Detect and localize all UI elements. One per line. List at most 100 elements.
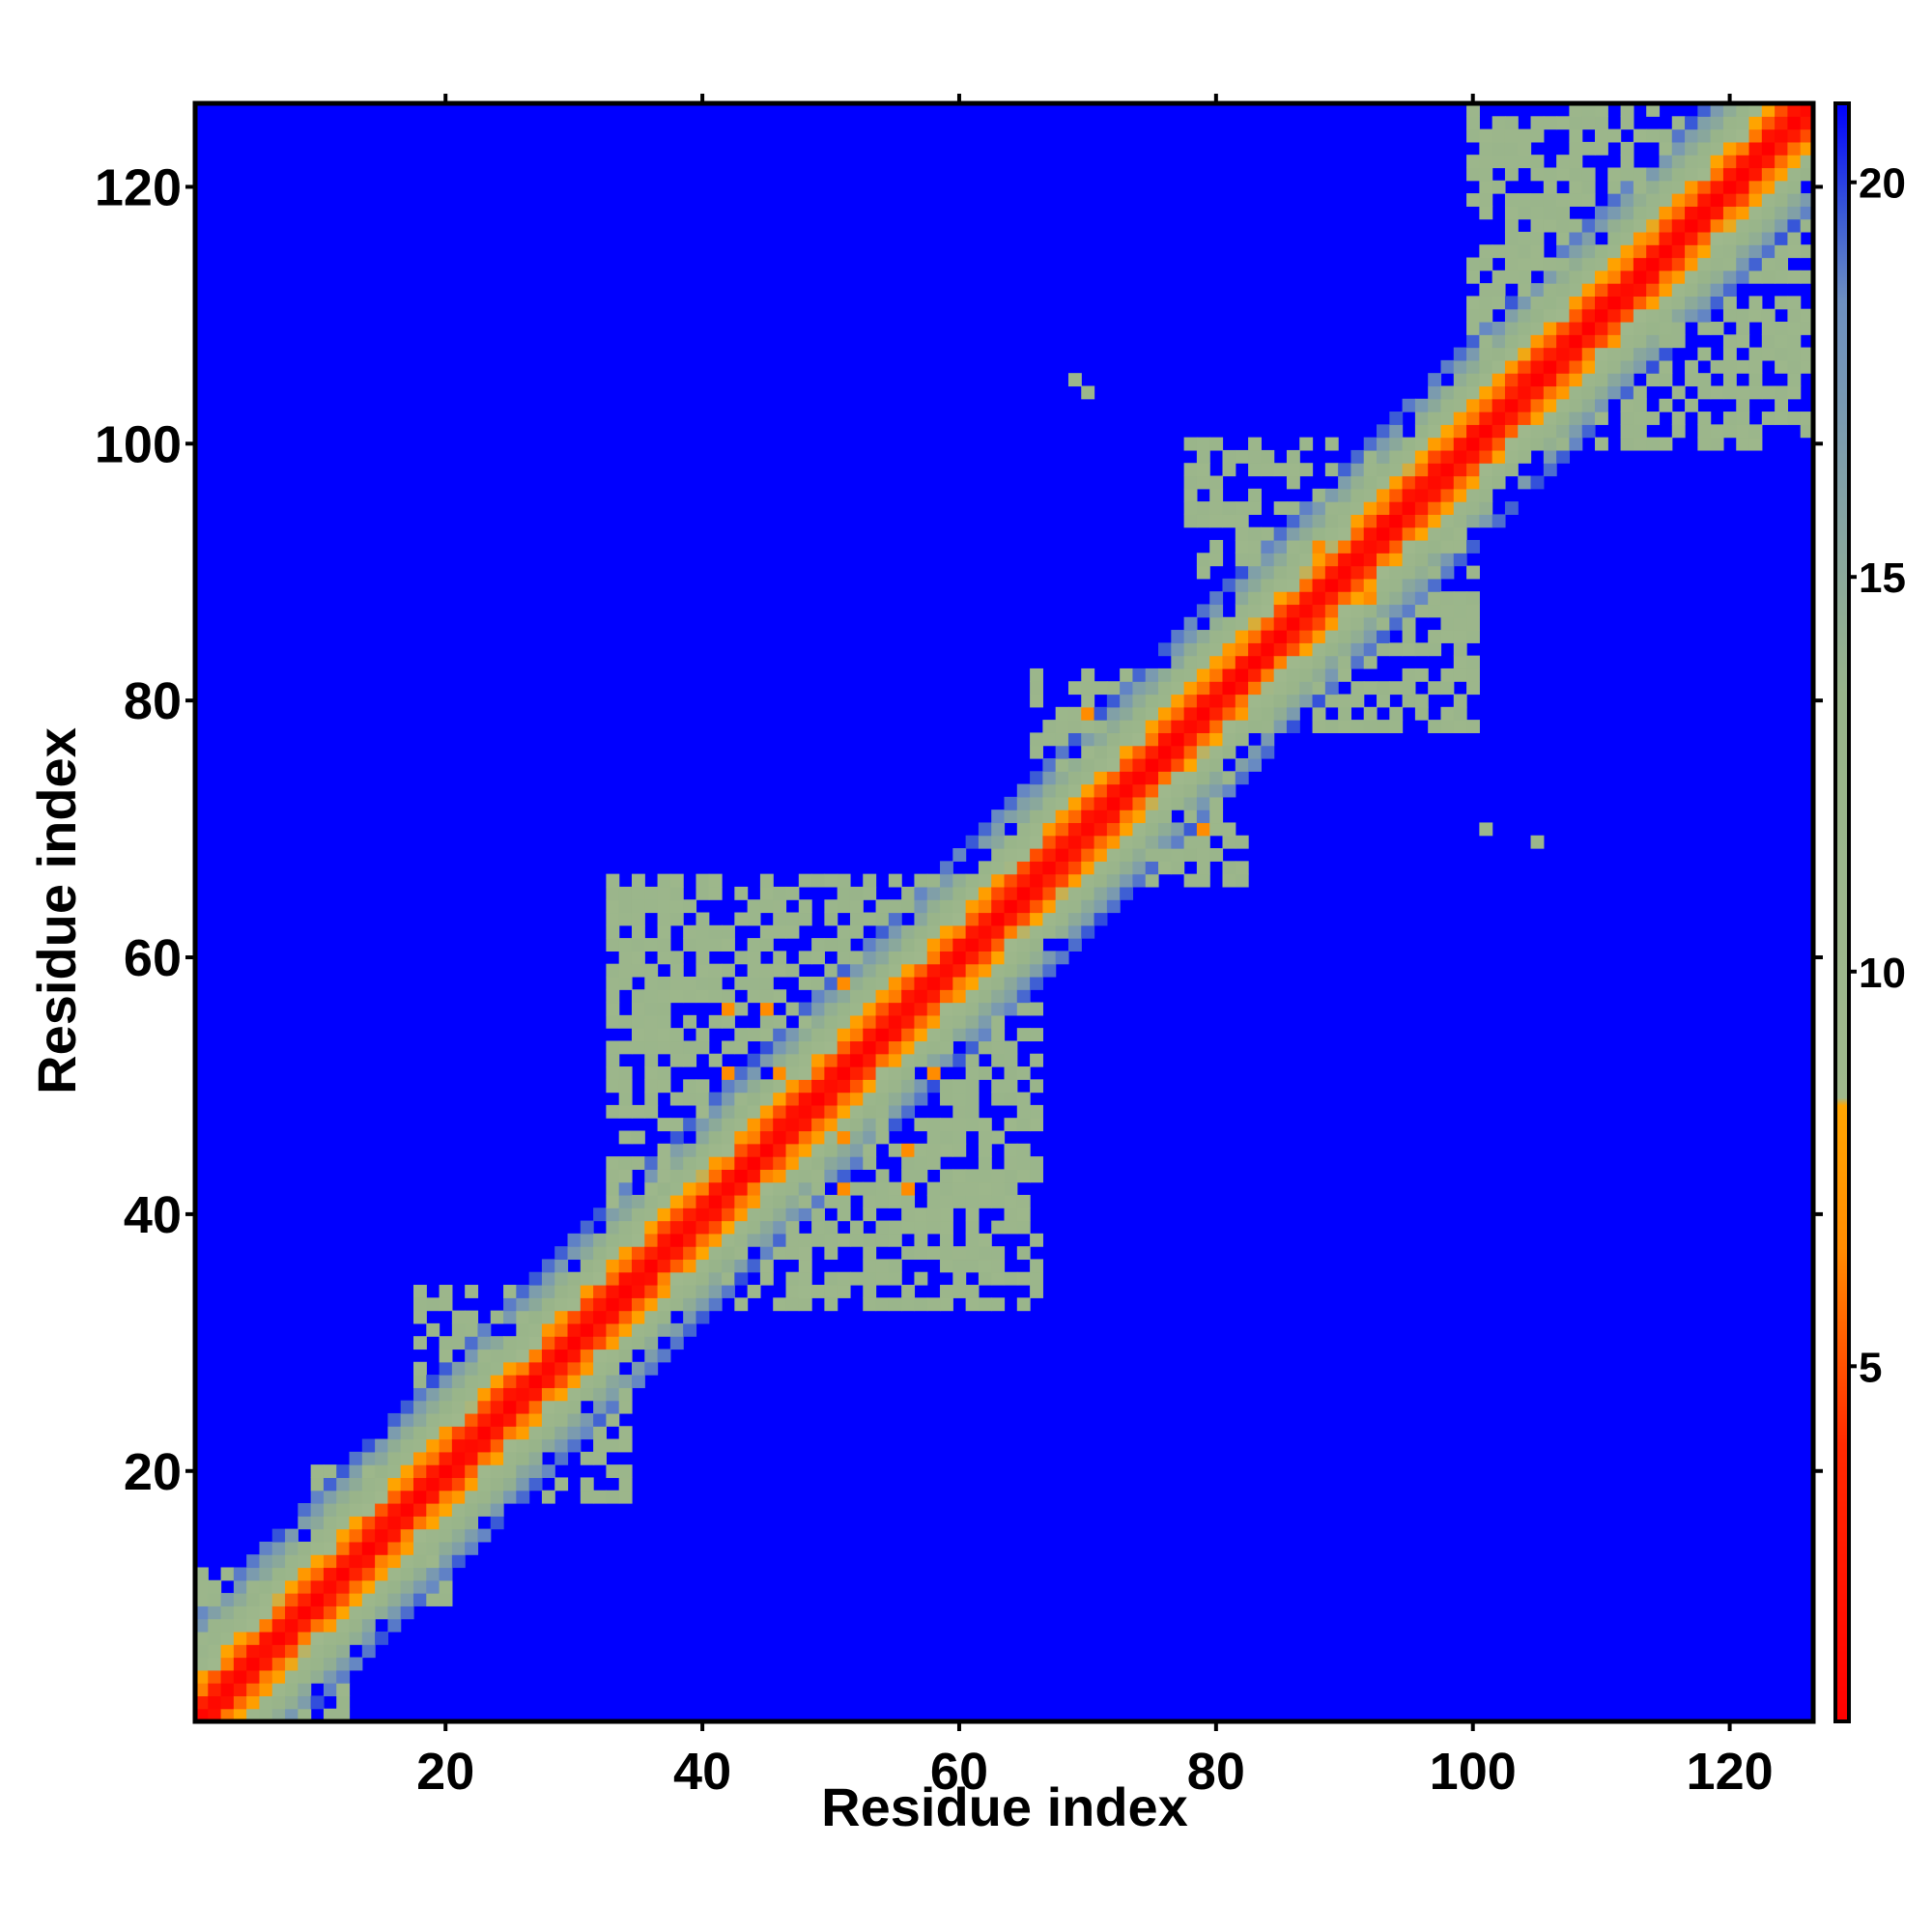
heatmap-cell	[644, 1079, 659, 1094]
heatmap-cell	[785, 1118, 800, 1132]
heatmap-cell	[696, 951, 710, 965]
heatmap-cell	[708, 1143, 723, 1157]
heatmap-cell	[1261, 539, 1275, 554]
heatmap-cell	[1222, 501, 1236, 515]
heatmap-cell	[1350, 539, 1365, 554]
heatmap-cell	[849, 924, 864, 939]
heatmap-cell	[991, 861, 1006, 875]
heatmap-cell	[412, 1400, 427, 1414]
heatmap-cell	[1466, 488, 1480, 502]
heatmap-cell	[824, 1233, 838, 1247]
heatmap-cell	[991, 810, 1006, 824]
heatmap-cell	[837, 951, 851, 965]
heatmap-cell	[1350, 463, 1365, 477]
heatmap-cell	[1492, 180, 1506, 194]
heatmap-cell	[503, 1464, 517, 1479]
heatmap-cell	[1312, 668, 1326, 682]
heatmap-cell	[1286, 463, 1300, 477]
heatmap-cell	[618, 1246, 633, 1261]
heatmap-cell	[1042, 963, 1057, 978]
heatmap-cell	[323, 1541, 337, 1555]
heatmap-cell	[773, 1028, 787, 1042]
heatmap-cell	[1196, 681, 1210, 696]
heatmap-cell	[1607, 193, 1622, 207]
heatmap-cell	[1248, 526, 1262, 541]
heatmap-cell	[1466, 193, 1480, 207]
heatmap-cell	[901, 1169, 916, 1183]
heatmap-cell	[618, 1310, 633, 1324]
heatmap-cell	[1620, 193, 1634, 207]
heatmap-cell	[1312, 488, 1326, 502]
heatmap-cell	[849, 1014, 864, 1029]
heatmap-cell	[734, 1297, 749, 1312]
heatmap-cell	[618, 1285, 633, 1298]
heatmap-cell	[1530, 244, 1545, 259]
heatmap-cell	[1067, 706, 1082, 721]
heatmap-cell	[1453, 463, 1467, 477]
heatmap-cell	[1556, 321, 1571, 335]
heatmap-cell	[439, 1464, 453, 1479]
heatmap-cell	[259, 1605, 273, 1620]
heatmap-cell	[195, 1657, 209, 1671]
heatmap-cell	[503, 1426, 517, 1440]
heatmap-cell	[901, 1143, 916, 1157]
heatmap-cell	[785, 886, 800, 900]
heatmap-cell	[669, 1181, 684, 1196]
heatmap-cell	[490, 1349, 504, 1363]
heatmap-cell	[1530, 321, 1545, 335]
heatmap-cell	[991, 1259, 1006, 1273]
heatmap-cell	[1710, 206, 1724, 220]
heatmap-cell	[1466, 373, 1480, 387]
heatmap-cell	[1106, 694, 1121, 708]
heatmap-cell	[837, 1118, 851, 1132]
heatmap-cell	[1453, 591, 1467, 606]
heatmap-cell	[1530, 308, 1545, 323]
heatmap-cell	[1235, 681, 1249, 696]
heatmap-cell	[516, 1426, 530, 1440]
heatmap-cell	[412, 1375, 427, 1388]
heatmap-cell	[1414, 501, 1429, 515]
heatmap-cell	[1171, 783, 1185, 798]
heatmap-cell	[1775, 167, 1789, 182]
heatmap-cell	[1235, 616, 1249, 631]
heatmap-cell	[477, 1490, 492, 1504]
heatmap-cell	[1504, 244, 1519, 259]
heatmap-cell	[1414, 398, 1429, 412]
heatmap-cell	[722, 1259, 735, 1273]
heatmap-cell	[195, 1605, 209, 1620]
heatmap-cell	[465, 1503, 479, 1517]
heatmap-cell	[246, 1618, 261, 1633]
heatmap-cell	[1286, 449, 1300, 464]
heatmap-cell	[708, 886, 723, 900]
heatmap-cell	[1697, 424, 1712, 439]
heatmap-cell	[554, 1361, 569, 1376]
heatmap-cell	[593, 1426, 607, 1440]
heatmap-cell	[1094, 848, 1108, 862]
heatmap-cell	[759, 1053, 774, 1067]
heatmap-cell	[747, 976, 761, 990]
heatmap-cell	[978, 873, 992, 888]
heatmap-cell	[773, 989, 787, 1004]
heatmap-cell	[1235, 668, 1249, 682]
heatmap-cell	[1633, 244, 1647, 259]
heatmap-cell	[1453, 720, 1467, 733]
heatmap-cell	[1209, 706, 1224, 721]
heatmap-cell	[1646, 257, 1661, 271]
heatmap-cell	[1466, 668, 1480, 682]
heatmap-cell	[1183, 732, 1198, 747]
heatmap-cell	[875, 1014, 890, 1029]
heatmap-cell	[1312, 630, 1326, 643]
heatmap-cell	[1414, 424, 1429, 439]
heatmap-cell	[1453, 398, 1467, 412]
heatmap-cell	[1273, 578, 1288, 592]
heatmap-cell	[1620, 308, 1634, 323]
heatmap-cell	[1120, 861, 1134, 875]
heatmap-cell	[298, 1605, 312, 1620]
heatmap-cell	[940, 1259, 953, 1273]
heatmap-cell	[259, 1669, 273, 1684]
heatmap-cell	[490, 1310, 504, 1324]
heatmap-cell	[965, 1092, 980, 1106]
heatmap-cell	[644, 1220, 659, 1235]
heatmap-cell	[1299, 681, 1314, 696]
heatmap-cell	[798, 1104, 812, 1119]
